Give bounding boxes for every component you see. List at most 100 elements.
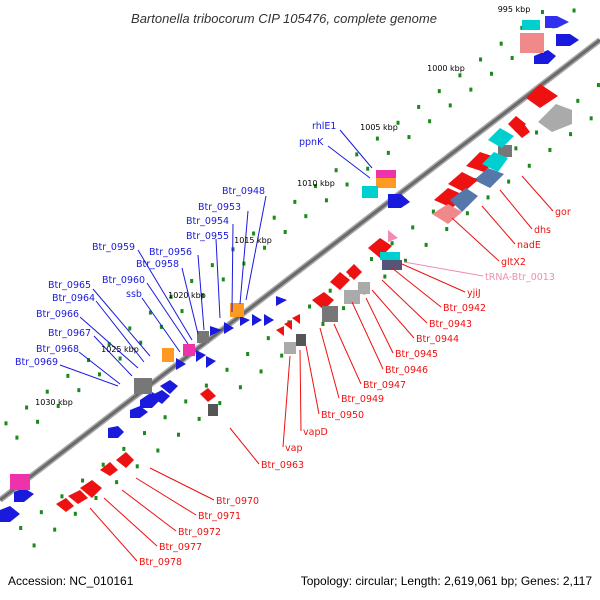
gene-feature[interactable] (0, 506, 20, 522)
gene-feature[interactable] (498, 145, 512, 157)
leader-line (245, 195, 267, 301)
gene-feature[interactable] (183, 344, 195, 356)
gene-feature[interactable] (488, 128, 514, 148)
leader-line (521, 175, 554, 212)
gene-feature[interactable] (196, 350, 206, 362)
gene-feature[interactable] (56, 498, 74, 512)
gene-feature[interactable] (382, 260, 402, 270)
leader-line (181, 267, 199, 335)
gene-feature[interactable] (448, 172, 478, 192)
gene-feature[interactable] (68, 490, 88, 504)
position-ticks: 995 kbp 1000 kbp 1005 kbp 1010 kbp 1015 kbp 1… (35, 5, 530, 407)
gene-feature[interactable] (206, 356, 216, 368)
tick-label: 1010 kbp (297, 179, 335, 188)
leader-line (339, 129, 373, 169)
gene-feature[interactable] (330, 272, 350, 290)
gene-label-forward: Btr_0966 (36, 309, 79, 320)
gene-feature[interactable] (208, 404, 218, 416)
gene-label-forward: ppnK (299, 137, 324, 148)
gene-feature[interactable] (358, 282, 370, 294)
forward-strand-genes (0, 16, 579, 522)
gene-label-forward: Btr_0948 (222, 186, 265, 197)
gene-label-reverse: Btr_0947 (363, 380, 406, 391)
gene-label-forward: ssb (126, 289, 142, 300)
gene-feature[interactable] (292, 314, 300, 324)
gene-feature[interactable] (116, 452, 134, 468)
leader-line (197, 254, 205, 331)
tick-label: 1020 kbp (168, 291, 206, 300)
gene-label-forward: Btr_0969 (15, 357, 58, 368)
gene-feature[interactable] (368, 238, 392, 258)
gene-feature[interactable] (252, 314, 262, 326)
gene-feature[interactable] (160, 380, 178, 394)
gene-feature[interactable] (556, 34, 579, 46)
tick-label: 995 kbp (498, 5, 531, 14)
leader-line (149, 467, 215, 501)
gene-feature[interactable] (197, 331, 209, 343)
leader-line (229, 427, 260, 465)
gene-feature[interactable] (10, 474, 30, 490)
gene-label-reverse: vapD (303, 427, 328, 438)
gene-feature[interactable] (312, 292, 334, 310)
gene-feature[interactable] (322, 306, 338, 322)
gene-feature[interactable] (162, 348, 174, 362)
gene-label-reverse: Btr_0943 (429, 319, 472, 330)
leader-line (79, 316, 139, 369)
gene-feature[interactable] (14, 488, 34, 502)
gene-feature[interactable] (344, 290, 360, 304)
gene-feature[interactable] (362, 186, 378, 198)
gene-feature[interactable] (474, 168, 504, 188)
gene-feature[interactable] (380, 252, 400, 260)
gene-feature[interactable] (432, 204, 462, 224)
gene-feature[interactable] (514, 124, 530, 138)
gene-feature[interactable] (80, 480, 102, 498)
gene-label-forward: Btr_0964 (52, 293, 95, 304)
gene-label-reverse: Btr_0970 (216, 496, 259, 507)
gene-feature[interactable] (434, 188, 466, 208)
gene-feature[interactable] (450, 188, 478, 212)
gene-feature[interactable] (284, 342, 296, 354)
gene-feature[interactable] (150, 390, 170, 404)
gene-feature[interactable] (240, 316, 250, 326)
gene-feature[interactable] (284, 320, 292, 330)
gene-feature[interactable] (346, 264, 362, 280)
gene-feature[interactable] (200, 388, 216, 402)
gene-feature[interactable] (534, 50, 556, 64)
gene-feature[interactable] (376, 178, 396, 188)
gene-label-reverse: Btr_0963 (261, 460, 304, 471)
gene-feature[interactable] (224, 322, 234, 334)
gene-feature[interactable] (276, 296, 287, 306)
gene-label-reverse: gor (555, 207, 571, 218)
gene-feature[interactable] (522, 20, 540, 30)
gene-feature[interactable] (545, 16, 569, 28)
gene-feature[interactable] (210, 326, 222, 336)
gene-label-forward: Btr_0965 (48, 280, 91, 291)
gene-feature[interactable] (508, 116, 526, 132)
gene-feature[interactable] (276, 326, 284, 336)
leader-line (231, 223, 234, 313)
leader-line (401, 263, 466, 293)
gene-feature[interactable] (520, 33, 544, 53)
gene-feature[interactable] (100, 462, 118, 476)
gene-feature[interactable] (130, 406, 148, 418)
leader-line (121, 489, 177, 532)
leader-line (137, 249, 193, 341)
leader-line (333, 323, 362, 385)
gene-label-forward: Btr_0959 (92, 242, 135, 253)
gene-feature[interactable] (230, 303, 244, 317)
genome-backbone (0, 37, 600, 503)
gene-feature[interactable] (134, 378, 152, 394)
leader-line (451, 217, 500, 262)
gene-feature[interactable] (388, 230, 398, 242)
reverse-strand-genes (56, 84, 572, 512)
leader-line (135, 477, 197, 516)
gene-feature[interactable] (482, 152, 508, 172)
gene-feature[interactable] (108, 426, 124, 438)
gene-feature[interactable] (296, 334, 306, 346)
gene-feature[interactable] (388, 194, 410, 208)
gene-feature[interactable] (264, 314, 274, 326)
gene-feature[interactable] (538, 104, 572, 132)
gene-label-reverse: dhs (534, 225, 551, 236)
gene-feature[interactable] (176, 358, 186, 370)
gene-feature[interactable] (526, 84, 558, 108)
